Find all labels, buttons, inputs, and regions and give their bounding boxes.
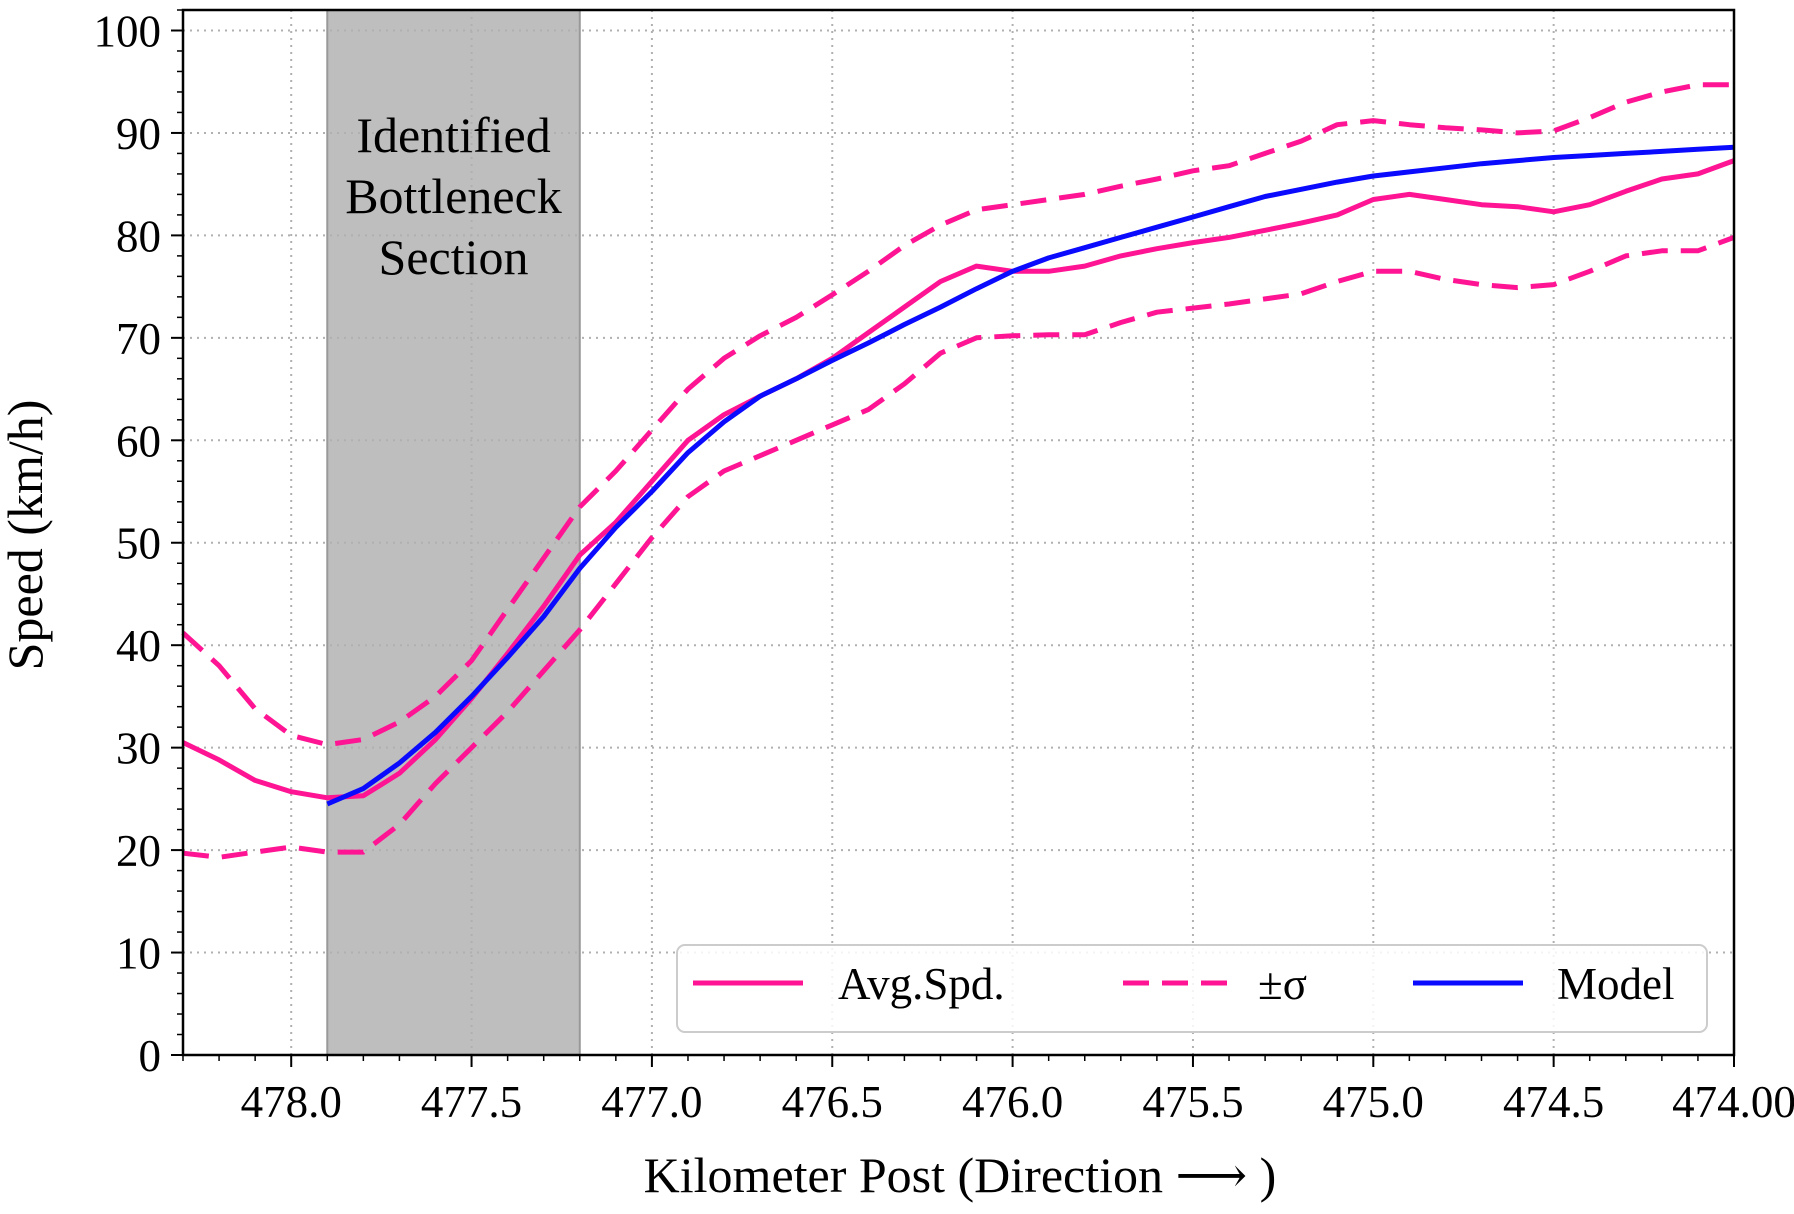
x-tick-label: 476.5 (782, 1077, 883, 1127)
legend-box (676, 944, 1708, 1033)
y-tick-label: 10 (116, 929, 161, 979)
x-tick-label: 476.0 (962, 1077, 1063, 1127)
bottleneck-label-line: Identified (356, 107, 550, 163)
bottleneck-shaded-region (326, 9, 581, 1056)
x-tick-label: 474.00 (1672, 1077, 1794, 1127)
y-tick-label: 70 (116, 314, 161, 364)
x-tick-label: 475.5 (1142, 1077, 1243, 1127)
legend-label: Avg.Spd. (838, 959, 1005, 1009)
bottleneck-label-line: Section (379, 229, 529, 285)
x-tick-label: 474.5 (1503, 1077, 1604, 1127)
y-tick-label: 100 (94, 6, 162, 56)
y-tick-label: 20 (116, 826, 161, 876)
x-tick-label: 475.0 (1323, 1077, 1424, 1127)
model-line (326, 144, 1735, 807)
minus-sigma-line (182, 235, 1735, 860)
y-tick-label: 80 (116, 211, 161, 261)
y-tick-label: 0 (139, 1031, 162, 1081)
avg-speed-line (181, 158, 1735, 801)
y-tick-label: 90 (116, 109, 161, 159)
y-tick-label: 40 (116, 621, 161, 671)
x-tick-label: 478.0 (241, 1077, 342, 1127)
plus-sigma-line (181, 82, 1734, 748)
legend-label: Model (1557, 959, 1675, 1009)
y-tick-label: 60 (116, 416, 161, 466)
legend-label: ±σ (1258, 959, 1307, 1009)
y-axis-label: Speed (km/h) (0, 400, 53, 671)
x-axis-label: Kilometer Post (Direction ⟶ ) (644, 1147, 1277, 1203)
x-tick-label: 477.5 (421, 1077, 522, 1127)
x-tick-label: 477.0 (601, 1077, 702, 1127)
bottleneck-label-line: Bottleneck (345, 168, 562, 224)
plot-frame (181, 8, 1736, 1057)
y-tick-label: 30 (116, 724, 161, 774)
y-tick-label: 50 (116, 519, 161, 569)
